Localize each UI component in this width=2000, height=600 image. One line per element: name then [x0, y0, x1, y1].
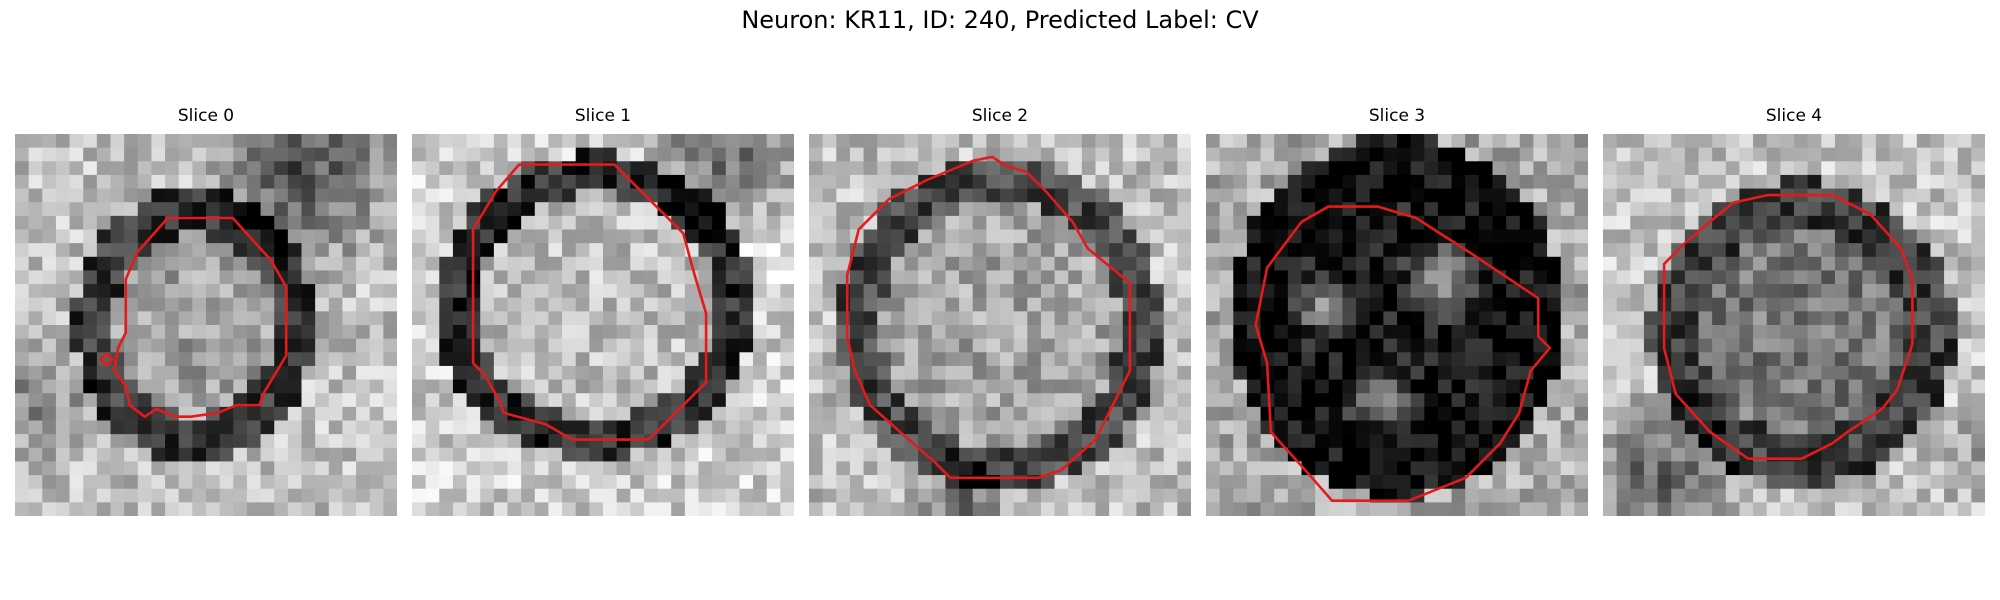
slice-1-image — [412, 134, 794, 516]
grayscale-tile — [1206, 134, 1588, 516]
segmentation-outline — [845, 155, 1132, 480]
segmentation-outline — [1662, 193, 1914, 461]
figure-title: Neuron: KR11, ID: 240, Predicted Label: … — [741, 6, 1259, 34]
panel-title-slice-3: Slice 3 — [1368, 106, 1426, 126]
slice-0-image — [15, 134, 397, 516]
slice-3-image — [1206, 134, 1588, 516]
grayscale-tile — [15, 134, 397, 516]
grayscale-tile — [809, 134, 1191, 516]
segment-marker — [98, 351, 115, 368]
segmentation-outline — [1254, 205, 1552, 503]
segmentation-outline — [113, 216, 288, 419]
panel-title-slice-2: Slice 2 — [971, 106, 1029, 126]
slice-4-image — [1603, 134, 1985, 516]
segmentation-outline — [471, 163, 708, 441]
grayscale-tile — [412, 134, 794, 516]
panel-title-slice-1: Slice 1 — [574, 106, 632, 126]
panel-title-slice-0: Slice 0 — [177, 106, 235, 126]
slice-2-image — [809, 134, 1191, 516]
panel-title-slice-4: Slice 4 — [1765, 106, 1823, 126]
